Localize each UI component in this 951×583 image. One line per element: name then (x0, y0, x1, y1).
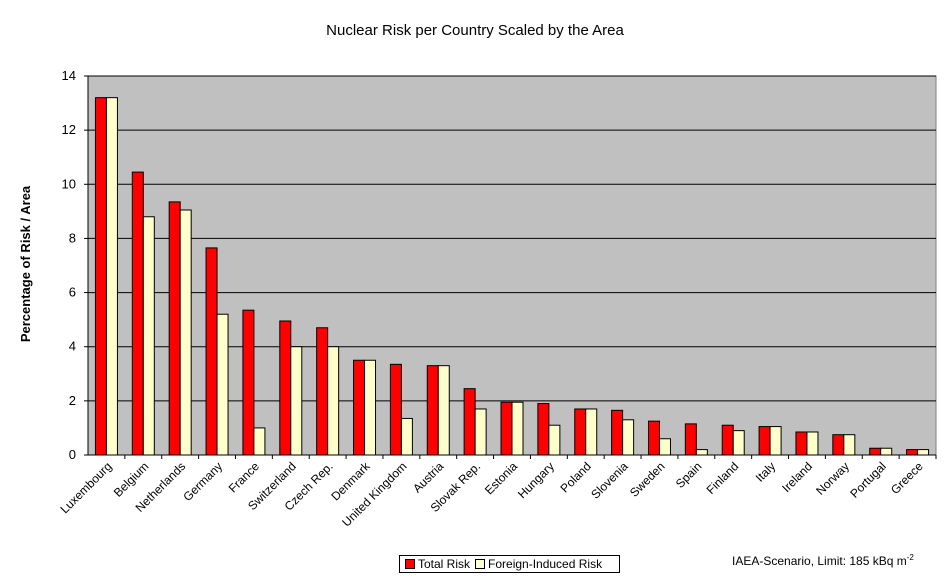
x-tick-label: Italy (753, 459, 778, 484)
y-tick-label: 6 (69, 285, 76, 300)
legend-swatch-foreign-induced-risk (475, 559, 486, 569)
x-tick-label: Finland (704, 459, 742, 497)
bar-foreign-induced-risk (880, 447, 893, 456)
bar-foreign-induced-risk (216, 313, 229, 456)
bar-total-risk (279, 320, 292, 456)
bar-total-risk (869, 447, 882, 456)
bar-foreign-induced-risk (474, 408, 487, 456)
bar-total-risk (758, 426, 771, 456)
x-tick-label: Germany (180, 459, 225, 504)
x-tick-label: Norway (813, 459, 852, 498)
bar-foreign-induced-risk (585, 408, 598, 456)
axes (84, 75, 937, 459)
bar-foreign-induced-risk (105, 97, 118, 456)
y-tick-labels: 0 2 4 6 8 10 12 14 (62, 68, 76, 462)
bar-total-risk (832, 434, 845, 456)
bar-foreign-induced-risk (290, 346, 303, 456)
bar-foreign-induced-risk (253, 427, 266, 456)
bar-total-risk (353, 359, 366, 456)
scenario-note: IAEA-Scenario, Limit: 185 kBq m-2 (732, 553, 914, 568)
bar-total-risk (721, 424, 734, 456)
legend-swatch-total-risk (405, 559, 415, 569)
y-tick-label: 2 (69, 393, 76, 408)
legend-label-total-risk: Total Risk (418, 557, 471, 571)
bar-total-risk (500, 401, 513, 456)
legend: Total Risk Foreign-Induced Risk (399, 555, 620, 573)
gridlines (88, 75, 936, 402)
x-tick-label: Portugal (847, 459, 889, 501)
bar-foreign-induced-risk (658, 438, 671, 456)
bar-total-risk (537, 403, 550, 456)
bar-foreign-induced-risk (179, 209, 192, 456)
x-tick-label: Hungary (515, 459, 557, 501)
bar-total-risk (426, 365, 439, 456)
y-axis-label: Percentage of Risk / Area (18, 185, 33, 342)
x-tick-label: Poland (558, 459, 594, 495)
bar-foreign-induced-risk (917, 449, 930, 456)
bar-total-risk (389, 363, 402, 456)
bar-foreign-induced-risk (843, 434, 856, 456)
x-tick-label: United Kingdom (339, 459, 409, 529)
x-tick-label: Sweden (627, 459, 668, 500)
bar-total-risk (611, 409, 624, 456)
y-tick-label: 4 (69, 339, 76, 354)
bar-total-risk (684, 423, 697, 456)
bar-foreign-induced-risk (364, 359, 377, 456)
bar-total-risk (205, 247, 218, 456)
bar-total-risk (242, 309, 255, 456)
bar-total-risk (647, 420, 660, 456)
scenario-note-exponent: -2 (906, 553, 914, 562)
bar-foreign-induced-risk (769, 426, 782, 456)
legend-item-foreign-induced-risk: Foreign-Induced Risk (475, 557, 602, 571)
chart-title: Nuclear Risk per Country Scaled by the A… (326, 22, 624, 39)
bar-total-risk (906, 449, 919, 456)
bar-total-risk (94, 97, 107, 456)
y-tick-label: 10 (62, 176, 76, 191)
bar-foreign-induced-risk (622, 419, 635, 456)
x-tick-label: Greece (888, 459, 926, 497)
x-tick-label: Luxembourg (57, 459, 114, 516)
x-tick-label: Austria (410, 459, 447, 496)
plot-area (87, 75, 937, 456)
bar-foreign-induced-risk (548, 424, 561, 456)
bar-total-risk (168, 201, 181, 456)
bar-foreign-induced-risk (806, 431, 819, 456)
bar-foreign-induced-risk (695, 449, 708, 456)
bar-foreign-induced-risk (437, 365, 450, 456)
bar-foreign-induced-risk (400, 417, 413, 456)
y-tick-label: 0 (69, 447, 76, 462)
x-tick-label: Ireland (779, 459, 815, 495)
scenario-note-text: IAEA-Scenario, Limit: 185 kBq m (732, 554, 907, 568)
y-tick-label: 8 (69, 230, 76, 245)
y-tick-label: 12 (62, 122, 76, 137)
legend-item-total-risk: Total Risk (405, 557, 470, 571)
bar-total-risk (316, 327, 329, 456)
bar-total-risk (574, 408, 587, 456)
bar-total-risk (131, 171, 144, 456)
bar-foreign-induced-risk (732, 430, 745, 456)
x-tick-label: France (226, 459, 263, 496)
x-tick-label: Spain (673, 459, 705, 491)
bar-total-risk (463, 388, 476, 456)
bar-foreign-induced-risk (142, 216, 155, 456)
legend-label-foreign-induced-risk: Foreign-Induced Risk (488, 557, 603, 571)
bar-foreign-induced-risk (511, 401, 524, 456)
y-tick-label: 14 (62, 68, 76, 83)
x-tick-label: Slovenia (588, 459, 631, 502)
bar-foreign-induced-risk (327, 346, 340, 456)
bar-total-risk (795, 431, 808, 456)
